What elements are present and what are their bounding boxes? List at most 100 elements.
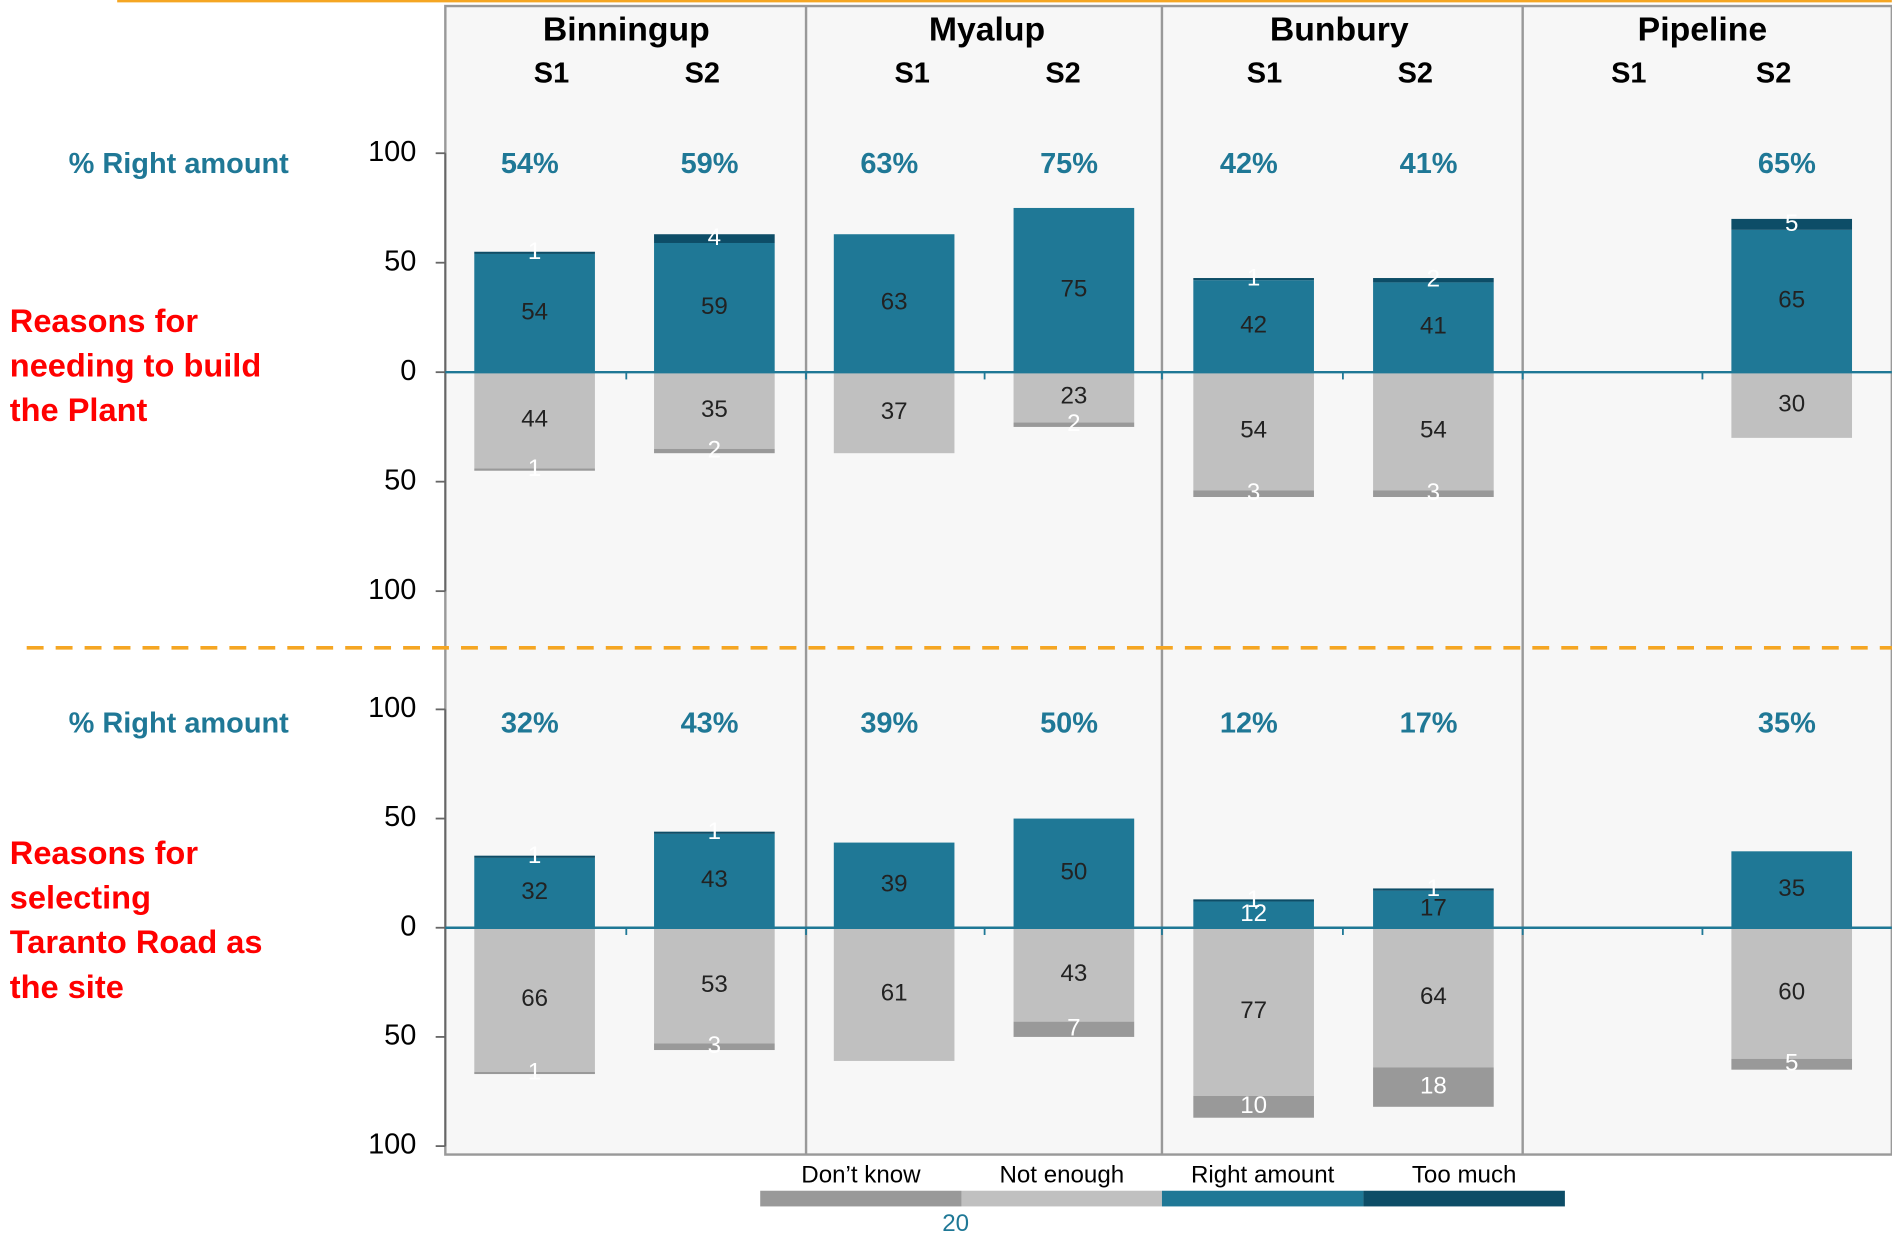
bar-value-label: 3 [1427,479,1440,506]
bar-segment [833,234,955,373]
percent-label: 17% [1400,708,1458,740]
bar-value-label: 32 [521,878,548,905]
bar-value-label: 1 [708,818,721,845]
bar-segment [1013,422,1135,427]
bar-value-label: 3 [1247,479,1260,506]
bar-value-label: 1 [528,842,541,869]
percent-label: 32% [501,708,559,740]
panel-title: selecting [10,880,151,916]
bar-segment [1193,278,1314,281]
panel-title: Reasons for [10,303,199,339]
bar-segment [1373,888,1494,891]
bar-value-label: 1 [1427,875,1440,902]
bar-segment [654,372,775,449]
bar-value-label: 1 [528,1058,541,1085]
bar-segment [1193,490,1314,497]
y-tick-label: 50 [384,464,416,496]
bar-value-label: 54 [1240,417,1267,444]
bar-segment [1731,372,1853,438]
y-tick-label: 100 [368,136,416,168]
bar-segment [1013,372,1135,423]
percent-label: 42% [1220,148,1278,180]
y-tick-label: 50 [384,245,416,277]
bar-segment [1731,927,1853,1059]
bar-value-label: 60 [1778,979,1805,1006]
bar-segment [1193,372,1314,491]
bar-segment [654,448,775,454]
bar-segment [474,927,595,1072]
bar-segment [833,372,955,454]
percent-label: 39% [860,708,918,740]
bar-segment [1193,901,1314,928]
category-label: S1 [895,57,930,89]
bar-value-label: 18 [1420,1073,1447,1100]
bar-segment [654,234,775,243]
bar-segment [1731,229,1853,373]
bar-value-label: 59 [701,293,728,320]
bar-segment [1193,1095,1314,1118]
bar-segment [1013,207,1135,373]
group-label: Pipeline [1638,10,1767,48]
percent-label: 12% [1220,708,1278,740]
bar-value-label: 35 [1778,875,1805,902]
bar-segment [833,927,955,1061]
percent-label: 50% [1040,708,1098,740]
row-label: % Right amount [69,148,290,180]
bar-value-label: 5 [1785,1050,1798,1077]
legend-swatch [961,1190,1162,1207]
bar-value-label: 50 [1060,859,1087,886]
bar-value-label: 43 [701,866,728,893]
bar-segment [654,242,775,373]
bar-segment [1731,1058,1853,1070]
category-label: S1 [1247,57,1282,89]
panel-title: needing to build [10,348,261,384]
bar-segment [1373,372,1494,491]
legend-swatch [1161,1190,1364,1207]
bar-value-label: 39 [881,871,908,898]
category-label: S2 [685,57,720,89]
bar-value-label: 53 [701,971,728,998]
bar-value-label: 63 [881,289,908,316]
bar-segment [1373,282,1494,373]
bar-segment [1373,927,1494,1068]
percent-label: 35% [1758,708,1816,740]
legend-label: Right amount [1191,1162,1335,1189]
legend-label: Don’t know [801,1162,921,1189]
bar-value-label: 44 [521,406,548,433]
bar-value-label: 10 [1240,1092,1267,1119]
bar-value-label: 54 [1420,417,1447,444]
y-tick-label: 0 [400,355,416,387]
y-tick-label: 100 [368,574,416,606]
bar-segment [1373,490,1494,497]
legend-swatch [760,1190,962,1207]
y-tick-label: 100 [368,692,416,724]
legend-label: Not enough [999,1162,1124,1189]
bar-value-label: 4 [708,224,721,251]
bar-segment [1193,899,1314,902]
legend-label: Too much [1412,1162,1517,1189]
y-tick-label: 100 [368,1129,416,1161]
bar-segment [1193,280,1314,373]
legend-swatch [1363,1190,1565,1207]
percent-label: 54% [501,148,559,180]
bar-value-label: 41 [1420,313,1447,340]
category-label: S2 [1398,57,1433,89]
percent-label: 75% [1040,148,1098,180]
bar-segment [1731,218,1853,230]
bar-segment [833,842,955,928]
bar-value-label: 1 [1247,264,1260,291]
bar-value-label: 43 [1060,960,1087,987]
bar-value-label: 42 [1240,312,1267,339]
bar-value-label: 54 [521,298,548,325]
percent-label: 59% [681,148,739,180]
bar-value-label: 1 [528,455,541,482]
category-label: S2 [1756,57,1791,89]
bar-segment [474,1071,595,1075]
bar-segment [1013,818,1135,928]
group-label: Binningup [543,10,710,48]
bar-segment [474,857,595,928]
bar-segment [474,468,595,471]
bar-segment [654,833,775,928]
